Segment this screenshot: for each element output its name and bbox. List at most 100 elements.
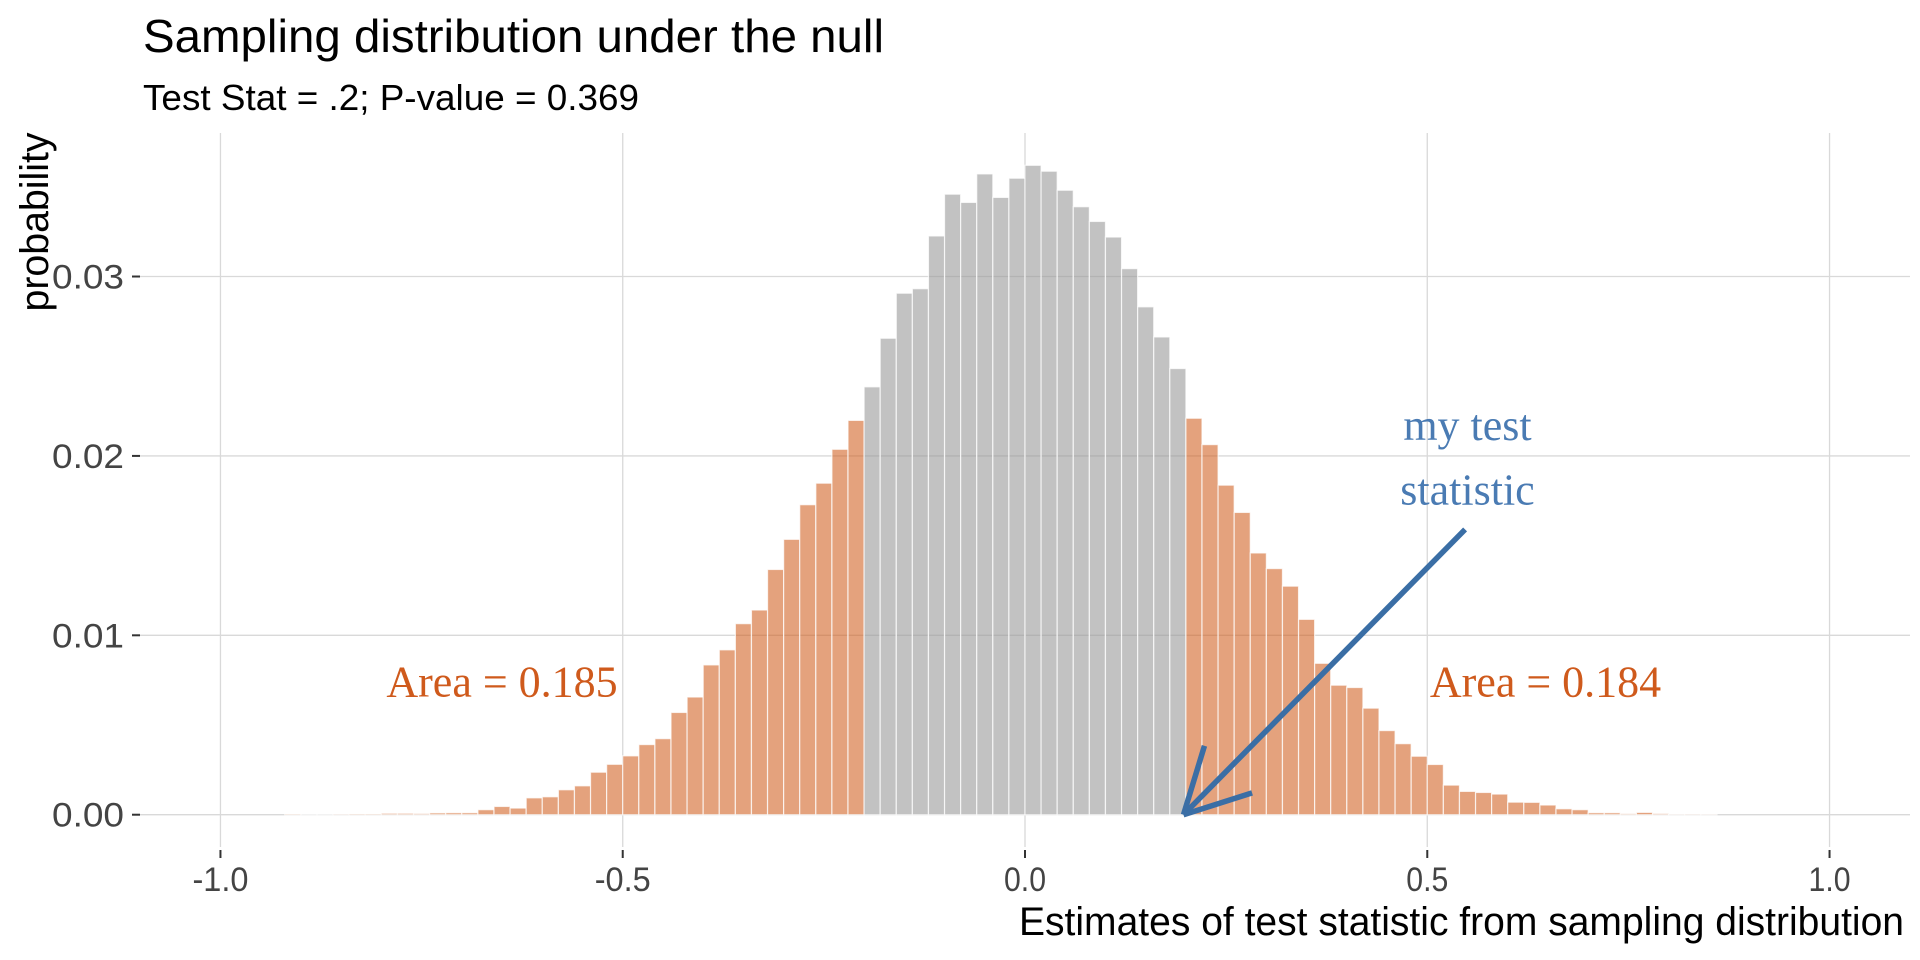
center-bar (1040, 170, 1058, 816)
left-area-label: Area = 0.185 (386, 657, 617, 706)
y-axis-title: probability (13, 133, 57, 312)
tail-bar (686, 696, 704, 816)
tail-bar (364, 813, 382, 816)
tail-bar (799, 504, 817, 816)
center-bar (992, 196, 1010, 816)
tail-bar (638, 743, 656, 816)
tail-bar (1426, 763, 1444, 816)
chart-subtitle: Test Stat = .2; P-value = 0.369 (143, 77, 639, 118)
test-statistic-label: my test (1403, 401, 1531, 450)
tail-bar (815, 482, 833, 816)
tail-bar (1378, 729, 1396, 816)
tail-bar (1265, 567, 1284, 816)
test-statistic-label: statistic (1400, 465, 1534, 514)
tail-bar (1233, 511, 1251, 816)
center-bar (895, 292, 913, 816)
tail-bar (654, 738, 672, 816)
tail-bar (1491, 793, 1509, 816)
tail-bar (573, 785, 592, 816)
tail-bar (670, 711, 688, 816)
x-tick-label: 0.0 (1004, 861, 1046, 899)
x-tick-label: 0.5 (1406, 861, 1448, 899)
tail-bar (1458, 790, 1477, 816)
y-tick-label: 0.01 (52, 617, 124, 655)
tail-bar (1201, 444, 1219, 816)
center-bar (863, 386, 881, 816)
chart-title: Sampling distribution under the null (143, 10, 884, 62)
tail-bar (525, 797, 543, 816)
center-bar (1024, 164, 1042, 816)
tail-bar (1539, 804, 1557, 816)
center-bar (1056, 189, 1074, 816)
center-bar (1072, 206, 1090, 816)
center-bar (1120, 268, 1139, 816)
tail-bar (847, 419, 865, 816)
tail-bar (606, 763, 624, 816)
tail-bar (1635, 811, 1654, 816)
tail-bar (284, 813, 302, 816)
y-tick-label: 0.00 (52, 797, 124, 835)
tail-bar (1603, 812, 1621, 816)
x-tick-label: -1.0 (192, 861, 248, 899)
tail-bar (1362, 707, 1380, 816)
x-axis-title: Estimates of test statistic from samplin… (1019, 900, 1904, 944)
tail-bar (1523, 801, 1541, 816)
tail-bar (380, 812, 399, 816)
center-bar (976, 173, 994, 816)
center-bar (927, 235, 946, 816)
tail-bar (348, 813, 366, 816)
tail-bar (622, 755, 640, 816)
tail-bar (429, 812, 447, 816)
tail-bar (1651, 812, 1670, 816)
tail-bar (783, 538, 801, 816)
tail-bar (831, 448, 849, 816)
tail-bar (1330, 684, 1348, 816)
center-bar (1088, 220, 1107, 816)
tail-bar (557, 789, 576, 816)
center-bar (1137, 306, 1155, 816)
tail-bar (1555, 808, 1573, 816)
tail-bar (750, 609, 769, 816)
tail-bar (589, 771, 608, 816)
tail-bar (1346, 686, 1364, 816)
tail-bar (766, 568, 785, 816)
center-bar (911, 288, 930, 816)
x-axis: -1.0 -0.5 0.0 0.5 1.0 (192, 850, 1851, 899)
annotations: Area = 0.185 Area = 0.184 my test statistic (386, 401, 1661, 818)
right-area-label: Area = 0.184 (1430, 657, 1661, 706)
tail-bar (509, 807, 527, 816)
y-tick-label: 0.03 (52, 259, 124, 297)
tail-bar (1394, 743, 1412, 816)
tail-bar (1587, 812, 1605, 816)
tail-bar (718, 649, 736, 816)
arrow-shaft (1181, 527, 1468, 817)
x-tick-label: 1.0 (1809, 861, 1851, 899)
y-axis: 0.00 0.01 0.02 0.03 (52, 259, 140, 835)
tail-bar (734, 623, 753, 816)
center-bar (1008, 177, 1026, 816)
center-bar (1104, 236, 1123, 816)
tail-bar (1619, 813, 1638, 816)
tail-bar (396, 812, 415, 816)
tail-bar (1474, 791, 1493, 816)
center-bar (960, 201, 978, 816)
arrow-head-wing (1182, 790, 1253, 818)
tail-bar (541, 796, 559, 816)
center-bar (1153, 336, 1171, 816)
center-bar (879, 337, 897, 816)
arrow-head-wing (1180, 745, 1208, 816)
y-tick-label: 0.02 (52, 438, 124, 476)
tail-bar (412, 812, 431, 816)
x-tick-label: -0.5 (595, 861, 651, 899)
tail-bar (1571, 809, 1589, 816)
tail-bar (477, 809, 495, 816)
center-bar (1169, 367, 1187, 816)
center-bar (943, 193, 962, 816)
histogram-bars (284, 164, 1718, 816)
tail-bar (461, 812, 479, 816)
tail-bar (445, 812, 463, 816)
tail-bar (493, 805, 511, 816)
tail-bar (1249, 552, 1267, 816)
tail-bar (702, 664, 720, 816)
